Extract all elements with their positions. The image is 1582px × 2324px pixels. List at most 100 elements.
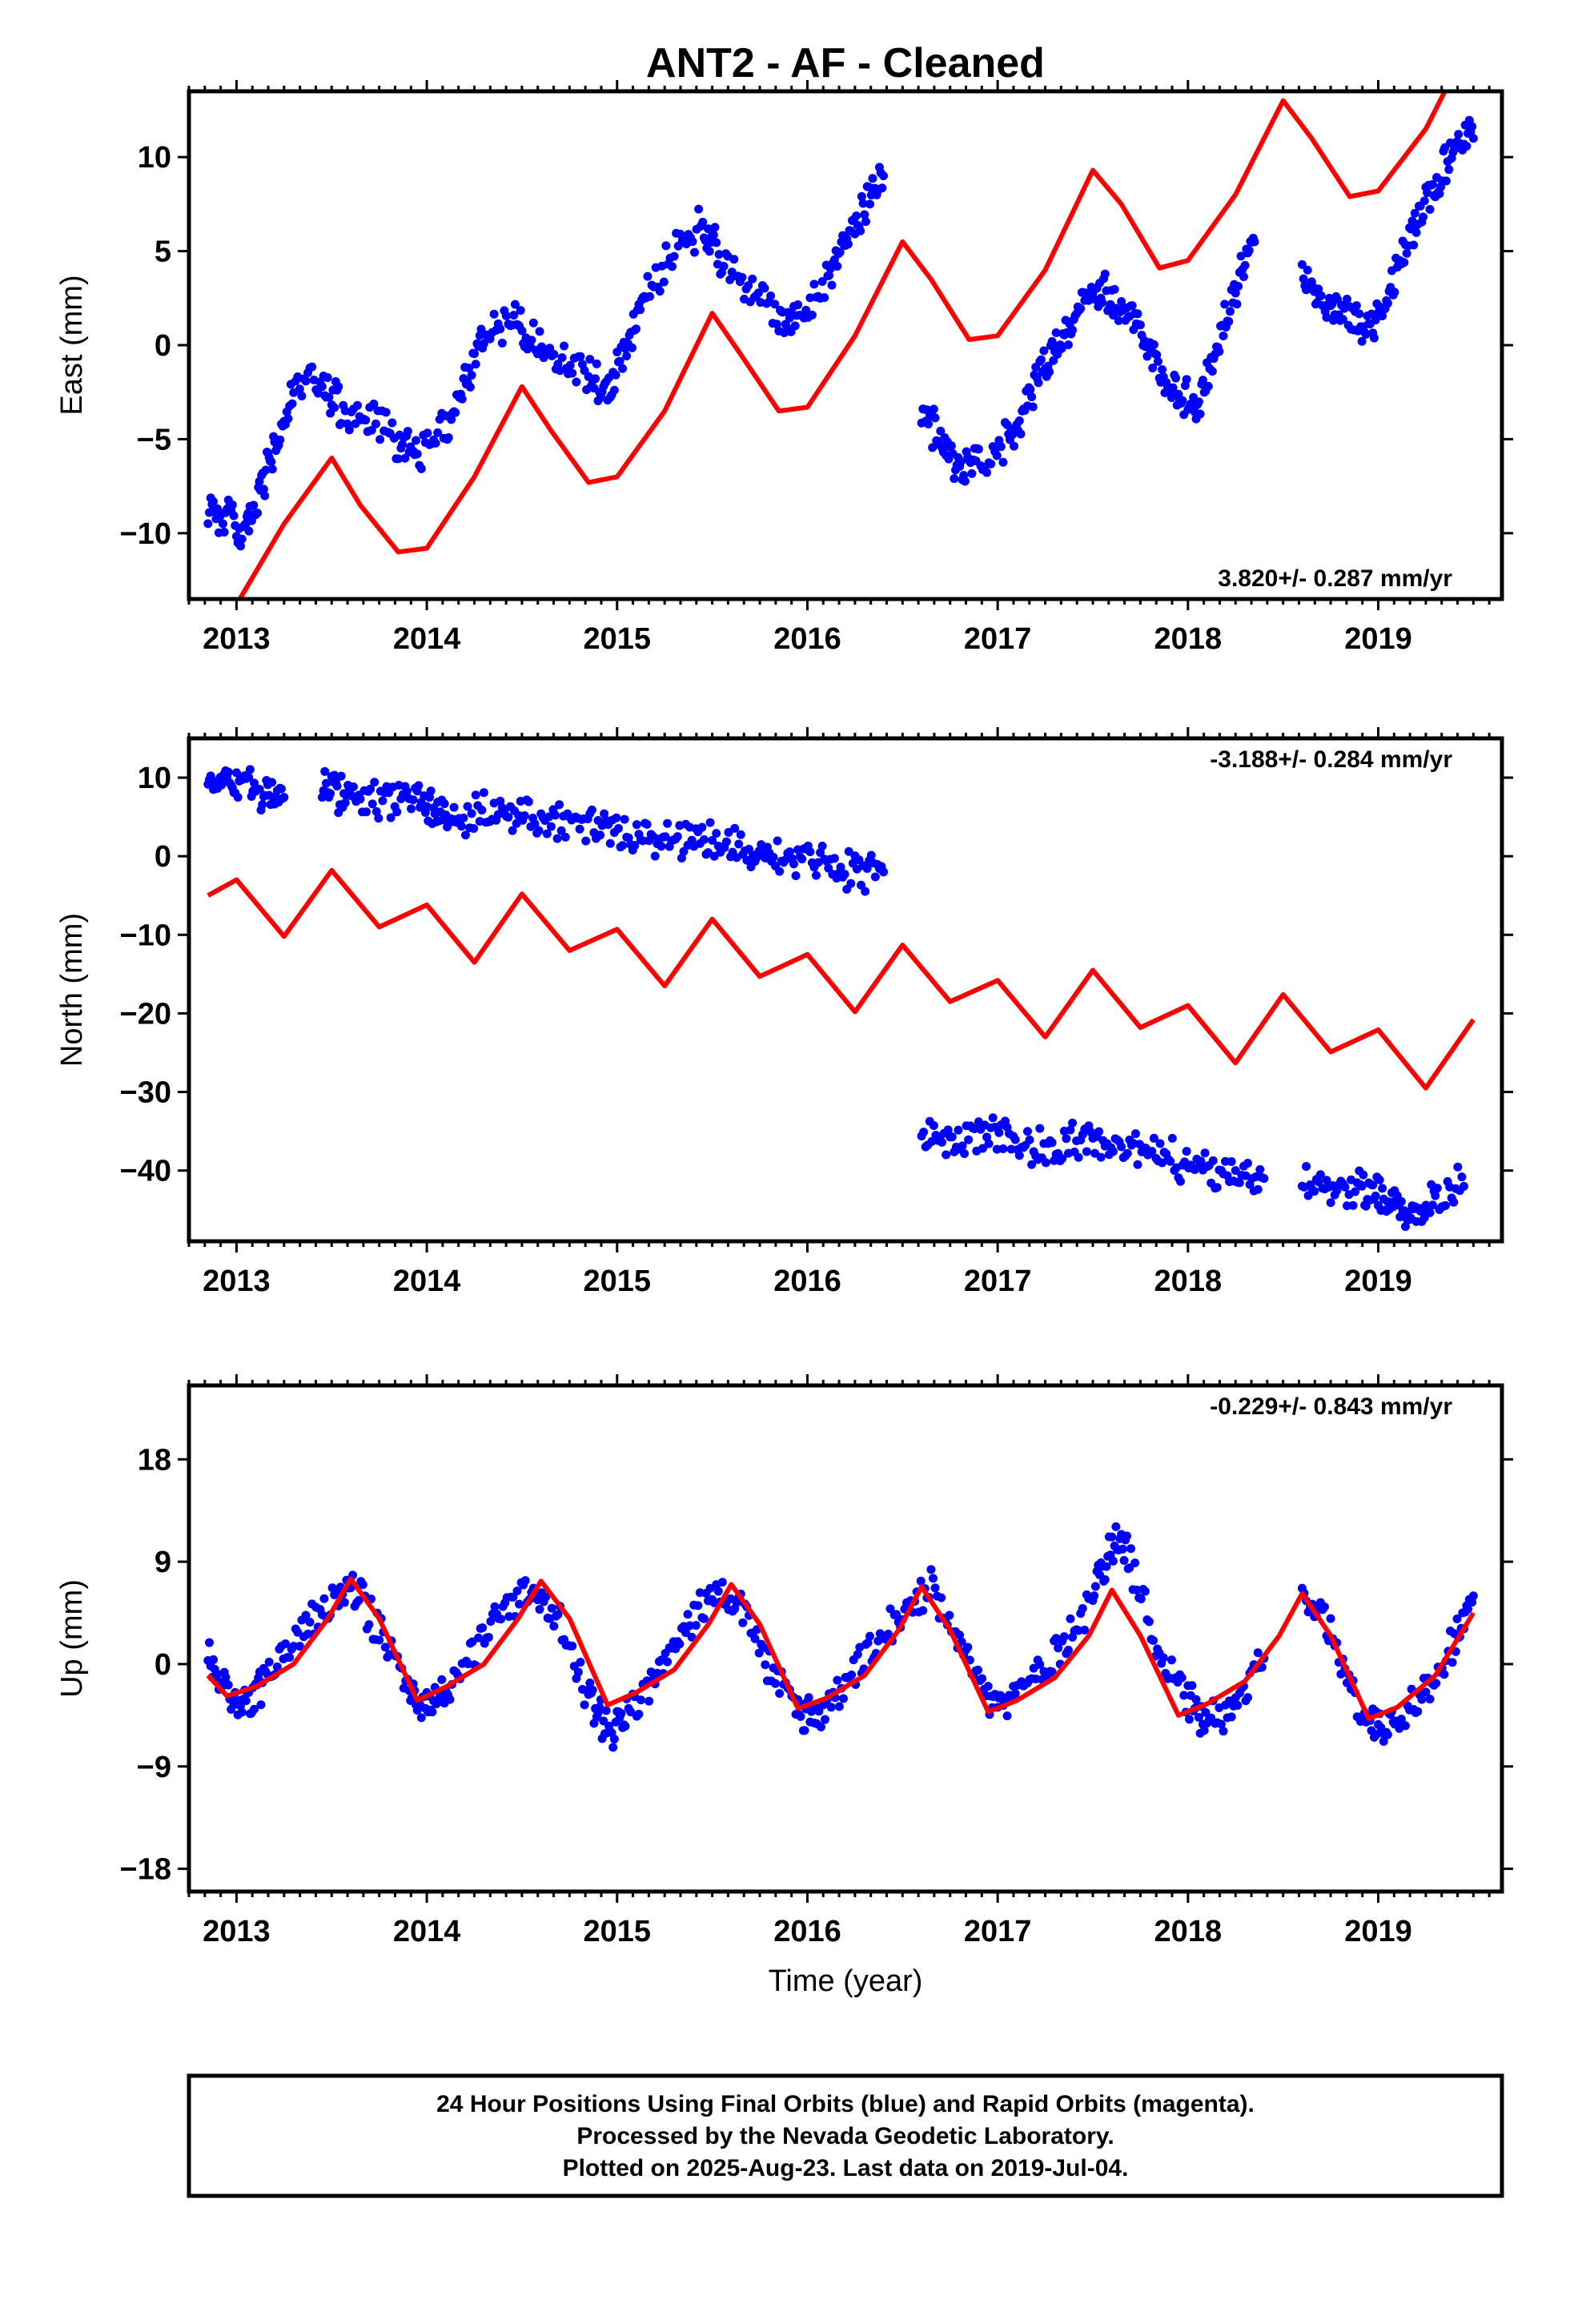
east-data-point <box>611 370 620 380</box>
north-data-point <box>426 786 436 796</box>
up-data-point <box>853 1650 862 1659</box>
east-data-point <box>1068 325 1078 335</box>
east-data-point <box>1114 316 1123 325</box>
north-data-point <box>469 823 479 833</box>
north-data-point <box>1453 1162 1463 1172</box>
up-data-point <box>1108 1556 1118 1566</box>
east-data-point <box>423 428 432 438</box>
north-data-point <box>624 833 633 842</box>
east-data-point <box>1220 300 1230 309</box>
up-data-point <box>588 1685 597 1695</box>
north-data-point <box>1010 1135 1020 1144</box>
east-data-point <box>549 349 559 359</box>
up-data-point <box>380 1642 390 1652</box>
up-data-point <box>213 1670 223 1679</box>
north-data-point <box>857 880 866 890</box>
north-data-point <box>1396 1196 1406 1206</box>
east-x-tick-label: 2019 <box>1344 622 1412 656</box>
north-data-point <box>642 819 652 829</box>
east-data-point <box>1028 402 1038 412</box>
east-data-point <box>1342 294 1351 304</box>
north-data-point <box>840 870 849 879</box>
east-data-point <box>1314 284 1323 294</box>
east-data-point <box>748 274 757 283</box>
up-data-point <box>437 1675 447 1684</box>
up-data-point <box>285 1653 295 1663</box>
north-data-point <box>371 806 381 816</box>
up-x-tick-label: 2013 <box>203 1915 271 1948</box>
east-data-point <box>568 368 577 378</box>
east-model-line <box>237 91 1447 599</box>
east-data-point <box>714 250 724 259</box>
north-data-point <box>408 795 418 805</box>
north-data-point <box>811 870 821 880</box>
east-data-point <box>307 362 317 372</box>
north-data-point <box>378 796 387 806</box>
east-data-point <box>609 385 619 395</box>
east-frame <box>187 89 1504 601</box>
east-y-axis-label: East (mm) <box>55 275 89 415</box>
east-data-point <box>661 241 671 251</box>
up-data-point <box>681 1628 691 1638</box>
east-data-point <box>510 300 520 309</box>
north-data-point <box>596 830 605 840</box>
north-data-point <box>699 834 709 844</box>
east-data-point <box>744 281 753 291</box>
east-data-point <box>615 356 624 366</box>
north-data-point <box>632 820 641 830</box>
up-data-point <box>616 1709 626 1719</box>
up-data-point <box>1319 1602 1329 1611</box>
east-data-point <box>698 217 708 227</box>
north-data-point <box>791 871 801 881</box>
up-data-point <box>520 1576 530 1586</box>
north-data-point <box>1074 1152 1083 1162</box>
up-data-point <box>750 1634 760 1643</box>
up-data-point <box>1059 1632 1069 1642</box>
east-data-point <box>950 474 959 484</box>
north-data-point <box>1122 1148 1132 1158</box>
east-data-point <box>1371 316 1380 325</box>
east-data-point <box>879 171 889 181</box>
north-data-point <box>471 790 480 800</box>
north-panel: 2013 2014 2015 2016 2017 2018 2019 −40 −30 −20 −10… <box>55 727 1513 1298</box>
north-data-point <box>508 826 517 835</box>
east-data-point <box>690 247 700 257</box>
east-data-point <box>877 183 887 193</box>
north-data-point <box>1259 1174 1269 1183</box>
north-data-point <box>866 850 876 860</box>
up-x-tick-label: 2017 <box>964 1915 1032 1948</box>
up-data-point <box>847 1671 857 1680</box>
east-data-point <box>1224 317 1234 327</box>
north-data-point <box>1022 1127 1032 1136</box>
up-data-point <box>272 1662 282 1671</box>
east-y-tick-label: 0 <box>155 329 171 363</box>
up-data-point <box>1111 1522 1121 1531</box>
east-data-point <box>1026 384 1035 394</box>
east-data-point <box>572 377 581 387</box>
up-data-point <box>484 1633 493 1642</box>
north-data-point <box>730 823 740 833</box>
east-data-point <box>237 534 247 544</box>
east-data-point <box>704 224 713 234</box>
up-data-point <box>595 1703 604 1712</box>
up-data-point <box>1118 1544 1127 1554</box>
up-data-point <box>1464 1604 1473 1614</box>
north-data-point <box>1133 1160 1142 1169</box>
north-data-point <box>1425 1208 1435 1217</box>
east-y-tick-label: 5 <box>155 235 171 269</box>
north-x-tick-label: 2014 <box>393 1265 461 1298</box>
up-data-point <box>249 1704 259 1714</box>
east-x-tick-label: 2016 <box>773 622 841 656</box>
up-y-tick-label: 9 <box>155 1546 171 1579</box>
east-data-point <box>1236 251 1246 261</box>
north-y-tick-label: −10 <box>120 919 171 952</box>
east-data-point <box>324 392 334 402</box>
north-data-point <box>1314 1177 1323 1187</box>
east-data-point <box>275 435 285 444</box>
north-data-point <box>1359 1170 1368 1180</box>
north-x-tick-label: 2013 <box>203 1265 271 1298</box>
east-data-point <box>1234 281 1243 291</box>
up-data-point <box>1054 1643 1063 1653</box>
east-data-point <box>1057 344 1066 353</box>
up-data-point <box>636 1695 645 1705</box>
